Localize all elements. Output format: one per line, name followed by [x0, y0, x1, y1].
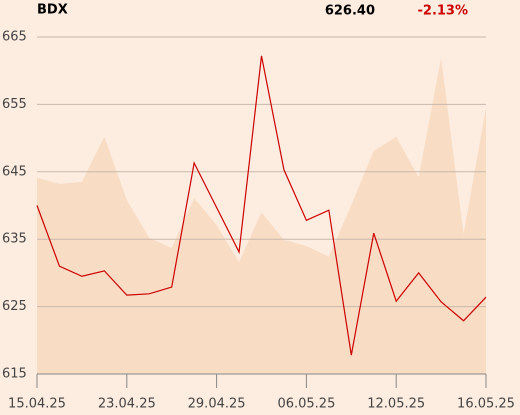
x-tick-label: 06.05.25: [277, 397, 335, 412]
last-price: 626.40: [325, 4, 375, 19]
x-tick-label: 23.04.25: [98, 397, 156, 412]
y-tick-label: 645: [2, 164, 27, 179]
x-tick-label: 16.05.25: [457, 397, 515, 412]
y-tick-label: 615: [2, 367, 27, 382]
x-tick-label: 12.05.25: [367, 397, 425, 412]
price-change: -2.13%: [418, 4, 469, 19]
y-tick-label: 625: [2, 299, 27, 314]
x-tick-label: 15.04.25: [8, 397, 66, 412]
price-line: [36, 55, 487, 356]
x-tick-label: 29.04.25: [188, 397, 246, 412]
chart-title: BDX: [37, 3, 68, 18]
y-tick-label: 635: [2, 232, 27, 247]
volume-area: [37, 57, 486, 374]
y-tick-label: 655: [2, 97, 27, 112]
y-tick-label: 665: [2, 30, 27, 45]
